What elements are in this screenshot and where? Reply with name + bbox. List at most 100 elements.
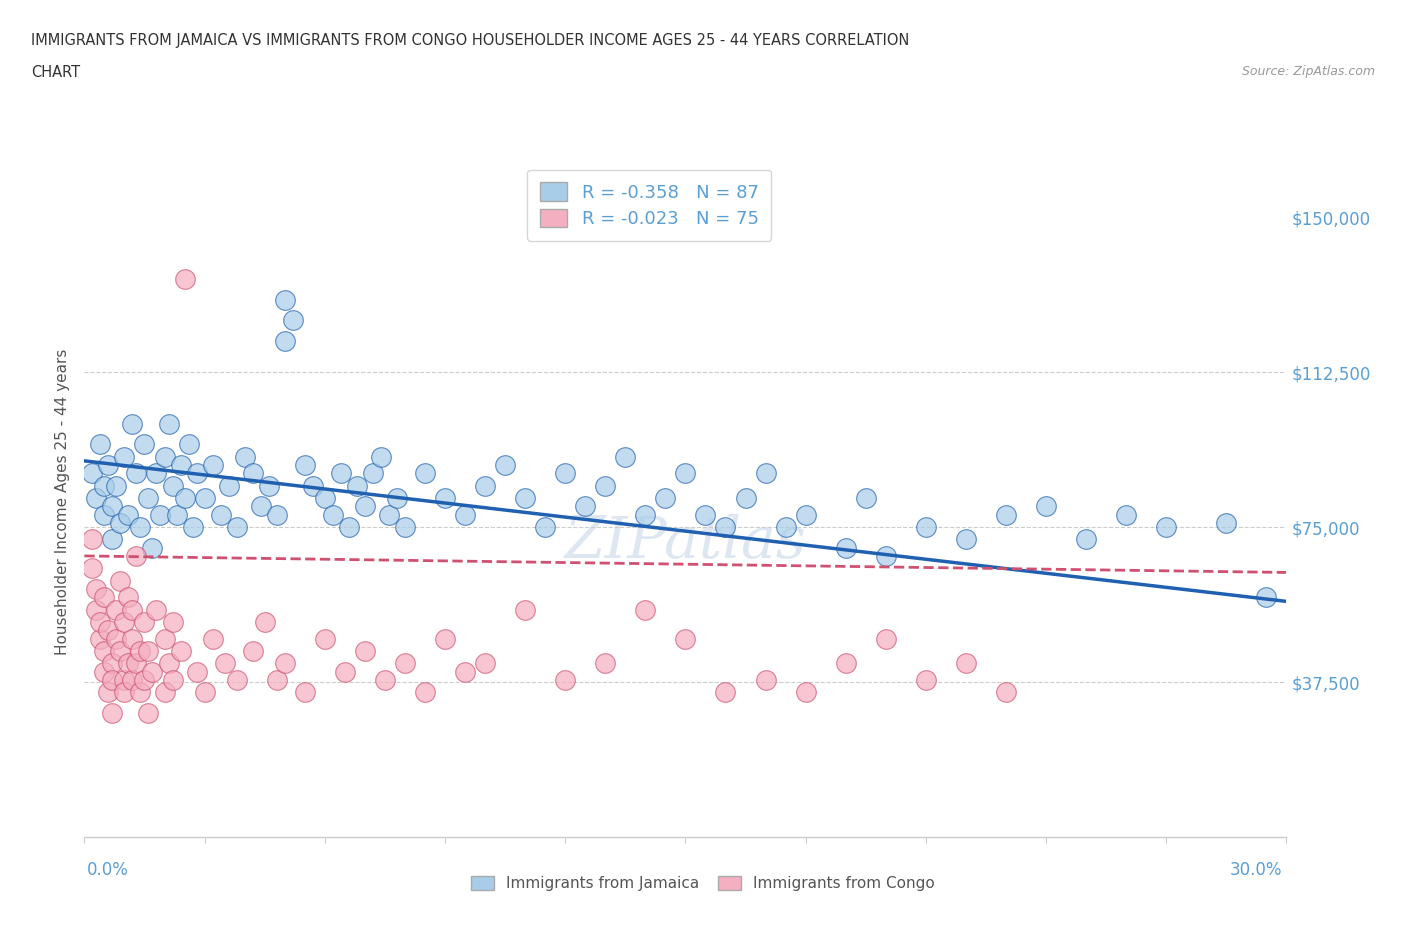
Point [194,491,217,506]
Point [294,458,316,472]
Point [329,466,352,481]
Point [695,507,717,522]
Point [266,672,288,687]
Point [97,684,120,699]
Point [194,684,217,699]
Point [314,631,336,646]
Point [162,478,184,493]
Point [515,491,537,506]
Point [281,312,304,327]
Point [110,644,132,658]
Point [714,684,737,699]
Point [614,449,637,464]
Point [121,603,143,618]
Point [173,272,195,286]
Point [835,540,858,555]
Point [346,478,368,493]
Point [138,644,160,658]
Point [875,549,897,564]
Point [114,672,135,687]
Point [755,672,778,687]
Point [89,437,111,452]
Text: 30.0%: 30.0% [1230,860,1282,879]
Point [855,491,877,506]
Point [141,540,163,555]
Point [794,507,817,522]
Point [413,684,436,699]
Point [162,672,184,687]
Point [114,449,135,464]
Legend: Immigrants from Jamaica, Immigrants from Congo: Immigrants from Jamaica, Immigrants from… [464,869,942,899]
Point [794,684,817,699]
Point [186,664,208,679]
Point [734,491,756,506]
Text: ZIPatlas: ZIPatlas [565,514,806,571]
Point [101,656,124,671]
Point [1256,590,1278,604]
Point [242,644,264,658]
Point [114,684,135,699]
Point [121,672,143,687]
Point [201,631,224,646]
Point [337,520,360,535]
Point [218,478,240,493]
Point [515,603,537,618]
Point [385,491,408,506]
Point [534,520,557,535]
Point [274,334,297,349]
Point [370,449,392,464]
Point [454,507,477,522]
Point [574,498,596,513]
Point [875,631,897,646]
Point [101,498,124,513]
Point [97,623,120,638]
Point [145,466,167,481]
Point [82,532,104,547]
Point [105,478,128,493]
Point [1156,520,1178,535]
Point [138,491,160,506]
Point [93,478,115,493]
Point [595,656,617,671]
Point [354,644,377,658]
Point [1035,498,1057,513]
Point [394,520,416,535]
Point [253,615,276,630]
Point [121,631,143,646]
Point [153,631,176,646]
Point [173,491,195,506]
Point [181,520,204,535]
Point [86,581,108,596]
Point [86,603,108,618]
Point [274,656,297,671]
Point [225,672,247,687]
Point [434,631,457,646]
Point [86,491,108,506]
Point [225,520,247,535]
Point [129,644,152,658]
Text: CHART: CHART [31,65,80,80]
Point [121,417,143,432]
Point [101,532,124,547]
Point [354,498,377,513]
Point [266,507,288,522]
Point [129,684,152,699]
Point [214,656,236,671]
Point [177,437,200,452]
Point [97,458,120,472]
Point [634,603,657,618]
Point [125,466,148,481]
Point [434,491,457,506]
Point [93,644,115,658]
Point [995,684,1018,699]
Point [110,573,132,588]
Point [1215,515,1237,530]
Point [233,449,256,464]
Point [117,656,139,671]
Y-axis label: Householder Income Ages 25 - 44 years: Householder Income Ages 25 - 44 years [55,349,70,656]
Point [915,520,938,535]
Point [105,603,128,618]
Point [149,507,172,522]
Point [153,684,176,699]
Point [634,507,657,522]
